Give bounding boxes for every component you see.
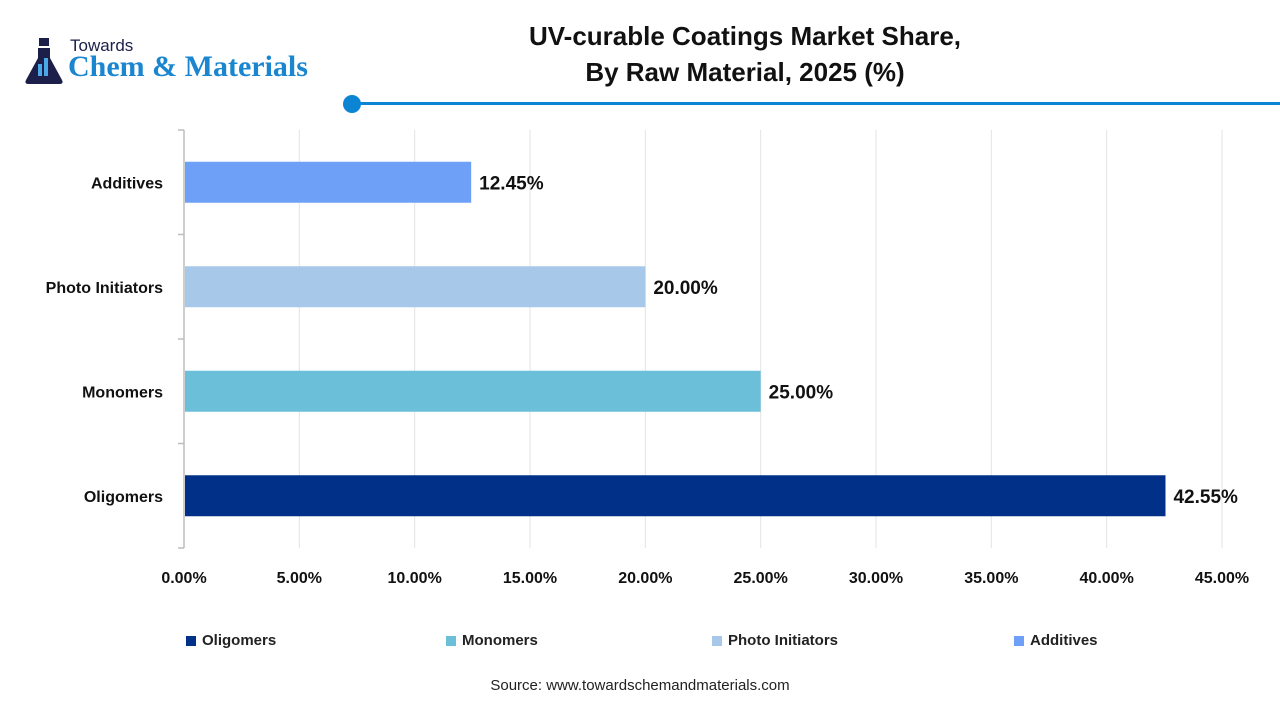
title-line-2: By Raw Material, 2025 (%) — [585, 57, 905, 87]
legend-label: Oligomers — [202, 632, 277, 649]
data-label: 12.45% — [479, 173, 544, 194]
x-tick-label: 35.00% — [964, 570, 1018, 587]
data-label: 20.00% — [653, 278, 718, 299]
title-line-1: UV-curable Coatings Market Share, — [528, 21, 962, 51]
x-tick-label: 15.00% — [503, 570, 557, 587]
title-underline — [352, 102, 1280, 105]
logo: Towards Chem & Materials — [24, 36, 344, 86]
x-tick-label: 25.00% — [734, 570, 788, 587]
logo-main-text: Chem & Materials — [68, 50, 308, 83]
y-category-label: Additives — [91, 175, 163, 192]
x-tick-label: 20.00% — [618, 570, 672, 587]
x-tick-label: 10.00% — [388, 570, 442, 587]
legend-item-monomers: Monomers — [446, 632, 538, 649]
legend-label: Additives — [1030, 632, 1098, 649]
data-label: 42.55% — [1173, 487, 1238, 508]
x-tick-label: 45.00% — [1195, 570, 1249, 587]
logo-top-text: Towards — [70, 36, 134, 55]
title-dot — [343, 95, 361, 113]
bar-monomers — [185, 370, 761, 412]
legend-swatch — [712, 635, 722, 646]
legend-swatch — [1014, 635, 1024, 646]
y-category-label: Photo Initiators — [46, 280, 163, 297]
chart-title: UV-curable Coatings Market Share, By Raw… — [430, 18, 1060, 90]
legend-label: Photo Initiators — [728, 632, 838, 649]
legend-swatch — [446, 635, 456, 646]
y-category-label: Monomers — [82, 384, 163, 401]
flask-icon — [25, 38, 63, 84]
legend-swatch — [186, 635, 196, 646]
y-category-label: Oligomers — [84, 489, 163, 506]
legend-label: Monomers — [462, 632, 538, 649]
x-tick-label: 30.00% — [849, 570, 903, 587]
x-tick-label: 5.00% — [277, 570, 322, 587]
bar-oligomers — [185, 475, 1166, 517]
bar-photo-initiators — [185, 266, 646, 308]
legend-item-additives: Additives — [1014, 632, 1098, 649]
data-label: 25.00% — [769, 382, 834, 403]
legend-item-oligomers: Oligomers — [186, 632, 276, 649]
x-tick-label: 0.00% — [161, 570, 206, 587]
source-text: Source: www.towardschemandmaterials.com — [490, 677, 790, 694]
x-tick-label: 40.00% — [1080, 570, 1134, 587]
bar-additives — [185, 161, 472, 203]
legend-item-photo-initiators: Photo Initiators — [712, 632, 838, 649]
legend: Oligomers Monomers Photo Initiators Addi… — [0, 632, 1280, 652]
